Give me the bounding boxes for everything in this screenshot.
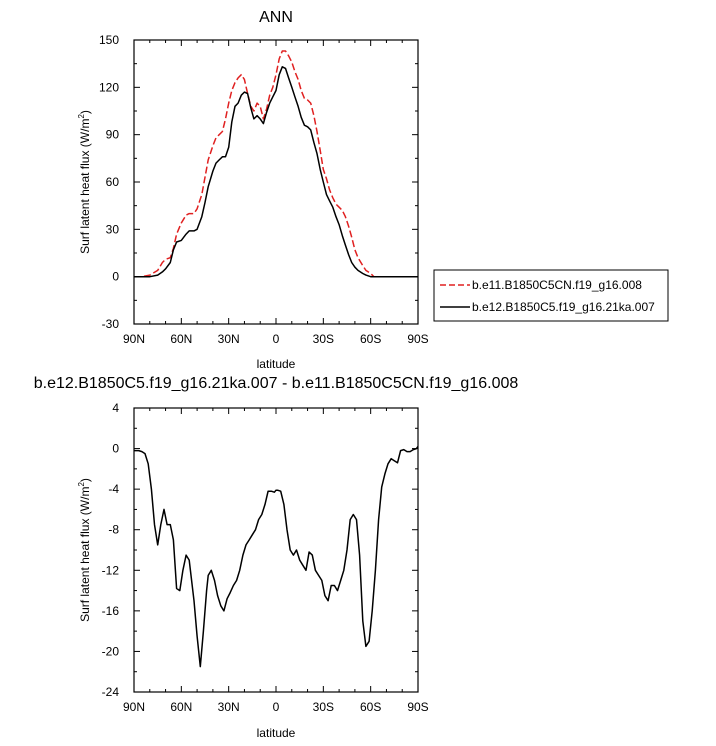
legend-label-1: b.e11.B1850C5CN.f19_g16.008	[472, 278, 642, 292]
legend-label-2: b.e12.B1850C5.f19_g16.21ka.007	[472, 300, 655, 314]
plot-frame	[133, 407, 419, 693]
y-axis-label: Surf latent heat flux (W/m2)	[77, 478, 92, 622]
x-tick-label: 90S	[407, 700, 428, 714]
y-tick-label: -12	[102, 563, 120, 577]
panel-annual: ANN 90N 60N 30N 0 30S 60S 90S-300306090120150 …	[77, 9, 669, 371]
chart-title: ANN	[259, 9, 293, 26]
y-tick-label: -24	[102, 685, 120, 699]
y-tick-label: 90	[106, 128, 120, 142]
axes: 90N 60N 30N 0 30S 60S 90S -24 -20 -16 -12 -8 -4 0 4	[102, 401, 429, 714]
x-tick-label: 30N	[218, 332, 240, 346]
x-tick-label: 0	[273, 700, 280, 714]
y-tick-label: 4	[112, 401, 119, 415]
y-tick-label: -30	[102, 317, 120, 331]
y-tick-label: 30	[106, 222, 120, 236]
panel-difference: b.e12.B1850C5.f19_g16.21ka.007 - b.e11.B…	[34, 375, 519, 740]
y-tick-label: 0	[112, 270, 119, 284]
x-tick-label: 30S	[313, 700, 334, 714]
x-tick-label: 90N	[123, 332, 145, 346]
plot-frame	[133, 39, 419, 325]
y-axis-label: Surf latent heat flux (W/m2)	[77, 110, 92, 254]
series-line-1	[134, 50, 418, 278]
x-axis-label: latitude	[257, 357, 296, 371]
x-axis-label: latitude	[257, 726, 296, 740]
x-tick-label: 60N	[170, 700, 192, 714]
y-tick-label: -20	[102, 644, 120, 658]
x-tick-label: 0	[273, 332, 280, 346]
y-tick-label: 60	[106, 175, 120, 189]
y-tick-label: 0	[112, 442, 119, 456]
x-tick-label: 60N	[170, 332, 192, 346]
legend: b.e11.B1850C5CN.f19_g16.008 b.e12.B1850C…	[433, 269, 669, 322]
y-tick-label: 120	[99, 80, 119, 94]
chart-title: b.e12.B1850C5.f19_g16.21ka.007 - b.e11.B…	[34, 375, 519, 392]
y-tick-label: 150	[99, 33, 119, 47]
series-lines	[134, 446, 419, 668]
y-tick-label: -16	[102, 604, 120, 618]
x-tick-label: 60S	[360, 700, 381, 714]
y-tick-label: -4	[108, 482, 119, 496]
legend-frame	[433, 269, 669, 322]
x-tick-label: 30N	[218, 700, 240, 714]
series-line-1	[134, 446, 419, 668]
y-tick-label: -8	[108, 523, 119, 537]
x-tick-label: 90S	[407, 332, 428, 346]
x-tick-label: 90N	[123, 700, 145, 714]
x-tick-label: 60S	[360, 332, 381, 346]
axes: 90N 60N 30N 0 30S 60S 90S -30 0 30 60 90 120 150	[99, 33, 429, 346]
x-tick-label: 30S	[313, 332, 334, 346]
series-line-2	[134, 66, 418, 278]
series-lines	[134, 50, 418, 278]
